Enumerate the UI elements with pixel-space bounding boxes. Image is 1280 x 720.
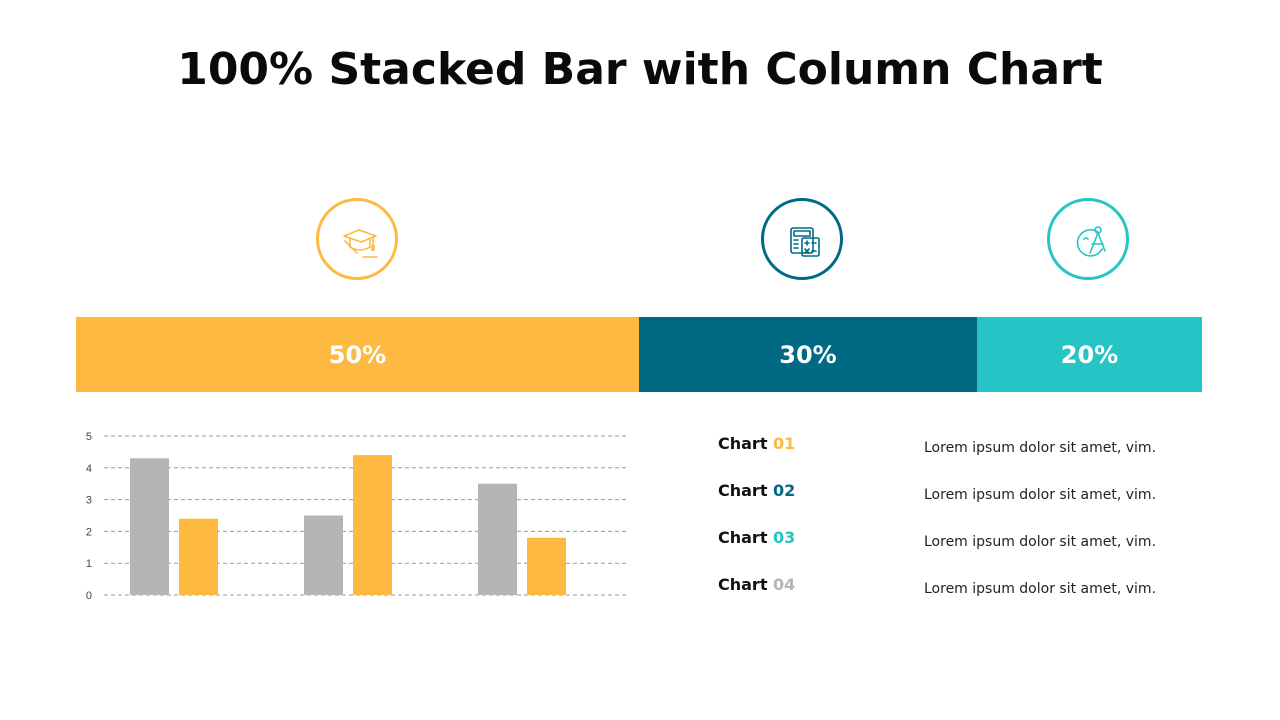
y-tick-label: 1 [86,558,92,570]
legend-description: Lorem ipsum dolor sit amet, vim. [924,534,1157,550]
column-chart: 0 1 2 3 4 5 [86,431,626,602]
legend-label: Chart 02 [718,481,795,500]
legend-description: Lorem ipsum dolor sit amet, vim. [924,581,1157,597]
legend-row: Chart 03 Lorem ipsum dolor sit amet, vim. [718,524,1198,571]
graduation-cap-icon [343,229,378,258]
column-bar-s1-c1 [130,458,169,595]
y-tick-label: 0 [86,590,92,602]
y-tick-label: 3 [86,495,92,507]
calculator-icon [790,227,820,257]
page-title: 100% Stacked Bar with Column Chart [177,44,1103,95]
legend-description: Lorem ipsum dolor sit amet, vim. [924,440,1157,456]
stack-segment-3: 20% [977,317,1202,392]
column-bar-s1-c3 [478,483,517,595]
y-tick-label: 4 [86,463,92,475]
legend-row: Chart 01 Lorem ipsum dolor sit amet, vim. [718,430,1198,477]
stacked-bar-chart: 50% 30% 20% [76,317,1202,392]
stack-segment-2: 30% [639,317,977,392]
compass-icon [1076,226,1106,257]
legend-number: 03 [773,528,796,547]
calculator-badge [761,198,843,280]
column-bar-s2-c2 [353,455,392,595]
legend-label: Chart 04 [718,575,795,594]
legend-description: Lorem ipsum dolor sit amet, vim. [924,487,1157,503]
stack-segment-1: 50% [76,317,639,392]
y-tick-label: 2 [86,526,92,538]
legend-row: Chart 02 Lorem ipsum dolor sit amet, vim. [718,477,1198,524]
legend-word: Chart [718,481,768,500]
column-bar-s2-c1 [179,518,218,595]
legend-number: 01 [773,434,796,453]
column-bar-s1-c2 [304,515,343,595]
legend-number: 02 [773,481,796,500]
legend-word: Chart [718,575,768,594]
compass-badge [1047,198,1129,280]
chart-legend: Chart 01 Lorem ipsum dolor sit amet, vim.… [718,430,1198,618]
legend-number: 04 [773,575,796,594]
graduation-cap-badge [316,198,398,280]
column-bar-s2-c3 [527,537,566,595]
legend-row: Chart 04 Lorem ipsum dolor sit amet, vim. [718,571,1198,618]
y-tick-label: 5 [86,431,92,443]
legend-word: Chart [718,528,768,547]
legend-label: Chart 01 [718,434,795,453]
legend-word: Chart [718,434,768,453]
legend-label: Chart 03 [718,528,795,547]
